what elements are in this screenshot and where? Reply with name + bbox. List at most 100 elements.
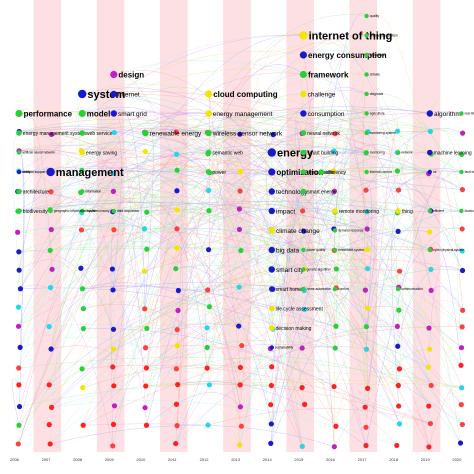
minor-keyword-node [301,306,308,313]
co-occurrence-link [208,109,368,269]
minor-keyword-node [16,249,22,255]
keyword-node-dot [427,208,432,214]
co-occurrence-link [271,225,303,447]
keyword-label: remote monitoring [339,209,380,215]
minor-keyword-node [394,128,401,134]
minor-keyword-node [332,345,338,351]
co-occurrence-link [18,222,145,327]
keyword-label: geographic information system [54,209,98,213]
minor-keyword-node [236,284,242,290]
co-occurrence-link [297,184,305,269]
keyword-label: power quality [307,248,326,252]
keyword-node: smart home [269,286,302,293]
keyword-label: climate change [276,228,320,235]
co-occurrence-link [18,110,367,327]
minor-keyword-node [300,208,306,214]
keyword-node-dot [110,90,118,98]
minor-keyword-node [206,304,212,310]
co-occurrence-link [81,229,179,291]
keyword-node: home automation [301,286,331,292]
keyword-node-dot [364,91,369,97]
year-label-2008: 2008 [73,457,83,462]
co-occurrence-link [113,93,430,173]
minor-keyword-node [143,365,149,371]
co-occurrence-link [51,225,368,269]
minor-keyword-node [363,324,370,330]
minor-keyword-node [174,327,180,333]
co-occurrence-link [51,130,210,211]
minor-keyword-node [173,401,180,407]
keyword-label: diagnosis [370,92,384,96]
minor-keyword-node [173,366,179,372]
keyword-node-dot [269,305,275,312]
keyword-label: energy management [213,111,273,118]
co-occurrence-link [50,131,431,212]
keyword-label: web service [86,131,113,137]
co-occurrence-link [18,167,430,426]
co-occurrence-link [334,246,366,408]
year-label-2020: 2020 [452,457,462,462]
co-occurrence-link [208,146,335,211]
keyword-node: geographic information system [48,208,98,214]
co-occurrence-link [271,74,367,251]
co-occurrence-link [82,91,304,114]
keyword-label: fault detection [465,170,474,174]
minor-keyword-node [110,287,116,293]
minor-keyword-node [110,443,116,449]
co-occurrence-link [81,141,241,192]
minor-keyword-node [79,366,85,372]
minor-keyword-node [237,168,244,174]
co-occurrence-link [271,171,368,389]
co-occurrence-link [82,34,304,114]
co-occurrence-link [266,166,272,230]
keyword-label: challenge [308,91,336,98]
minor-keyword-node [16,365,22,371]
co-occurrence-link [239,282,399,386]
minor-keyword-node [363,442,369,449]
keyword-node: remote monitoring [332,208,379,215]
co-occurrence-link [208,128,272,329]
co-occurrence-link [83,268,400,426]
keyword-node-dot [364,111,369,116]
co-occurrence-link [398,122,431,191]
co-occurrence-link [113,112,304,192]
co-occurrence-link [17,161,429,212]
co-occurrence-link [18,248,335,327]
minor-keyword-node [206,208,212,214]
minor-keyword-node [268,382,274,389]
keyword-label: real-time [465,112,474,116]
co-occurrence-link [51,381,272,408]
keyword-label: algorithm [434,111,461,118]
year-axis: 2006 2007 2008 2009 2010 2011 2012 2013 2014 2015… [10,457,462,462]
minor-keyword-node [174,245,180,251]
co-occurrence-link [82,365,431,424]
minor-keyword-node [270,131,276,138]
keyword-label: management [56,167,124,179]
keyword-node-dot [300,169,307,175]
keyword-node: life cycle assessment [269,305,323,312]
keyword-node-dot [459,169,464,175]
co-occurrence-link [209,171,463,311]
minor-keyword-node [427,420,433,427]
keyword-label: efficiency [325,170,346,176]
keyword-node: information [80,189,101,194]
keyword-label: big data [276,247,300,254]
keyword-node: optimization [268,168,324,177]
co-occurrence-link [82,187,462,405]
keyword-label: smart home [276,287,303,293]
minor-keyword-node [364,209,370,215]
co-occurrence-link [430,286,463,311]
keyword-node: smart building [300,149,339,156]
minor-keyword-node [458,362,464,368]
keyword-label: genetic algorithm [307,268,332,272]
keyword-node-dot [269,345,274,350]
minor-keyword-node [110,326,117,332]
minor-keyword-node [332,131,338,137]
keyword-label: smart energy [307,189,337,195]
co-occurrence-link [240,241,463,327]
keyword-node: internet [110,90,140,98]
co-occurrence-link [82,93,431,250]
co-occurrence-link [82,301,368,388]
co-occurrence-link [81,143,176,269]
keyword-node-dot [16,208,22,214]
